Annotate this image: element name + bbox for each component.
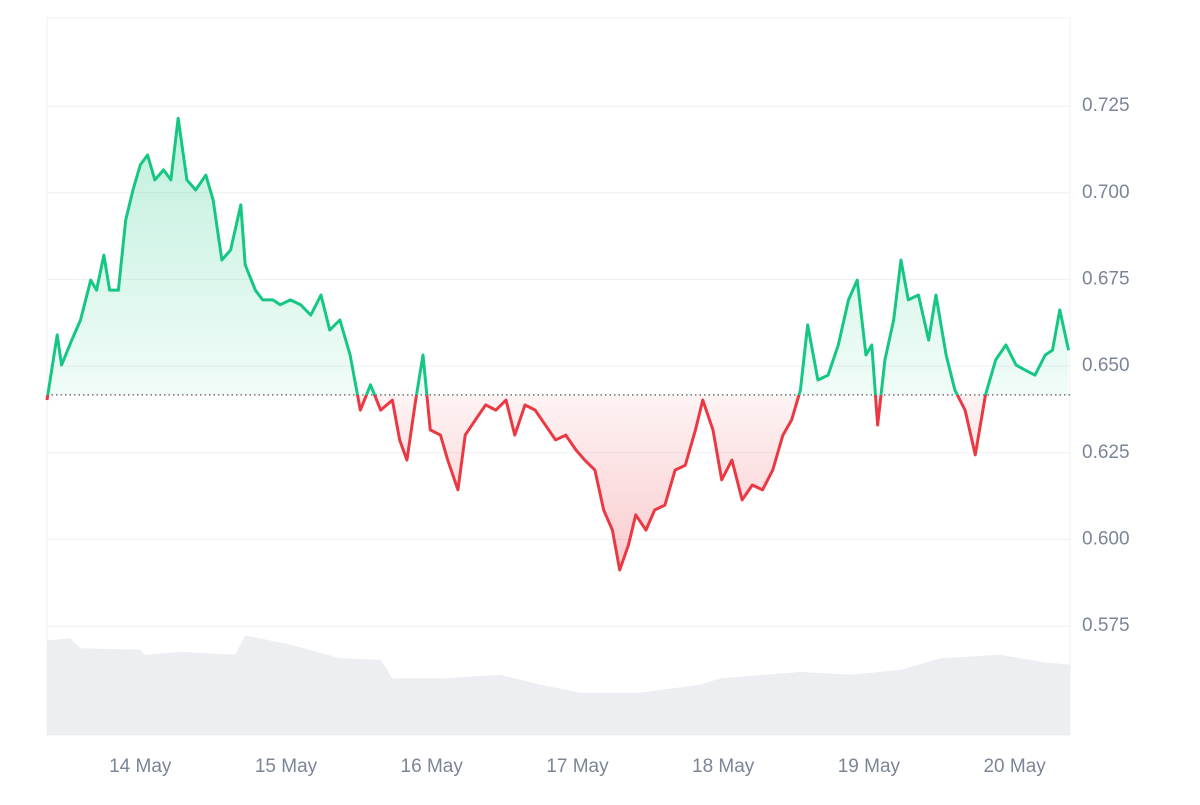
x-tick-label: 16 May bbox=[401, 756, 464, 777]
volume-area bbox=[47, 635, 1070, 735]
y-tick-label: 0.650 bbox=[1082, 355, 1130, 376]
x-tick-label: 19 May bbox=[838, 756, 901, 777]
y-tick-label: 0.700 bbox=[1082, 182, 1130, 203]
x-tick-label: 18 May bbox=[692, 756, 755, 777]
y-tick-label: 0.675 bbox=[1082, 268, 1130, 289]
x-tick-label: 17 May bbox=[546, 756, 609, 777]
x-tick-label: 15 May bbox=[255, 756, 318, 777]
y-tick-label: 0.725 bbox=[1082, 95, 1130, 116]
x-tick-label: 14 May bbox=[109, 756, 172, 777]
y-tick-label: 0.625 bbox=[1082, 442, 1130, 463]
x-tick-label: 20 May bbox=[983, 756, 1046, 777]
price-line bbox=[45, 116, 1071, 572]
price-fill bbox=[47, 118, 1069, 570]
y-tick-label: 0.600 bbox=[1082, 528, 1130, 549]
y-tick-label: 0.575 bbox=[1082, 615, 1130, 636]
